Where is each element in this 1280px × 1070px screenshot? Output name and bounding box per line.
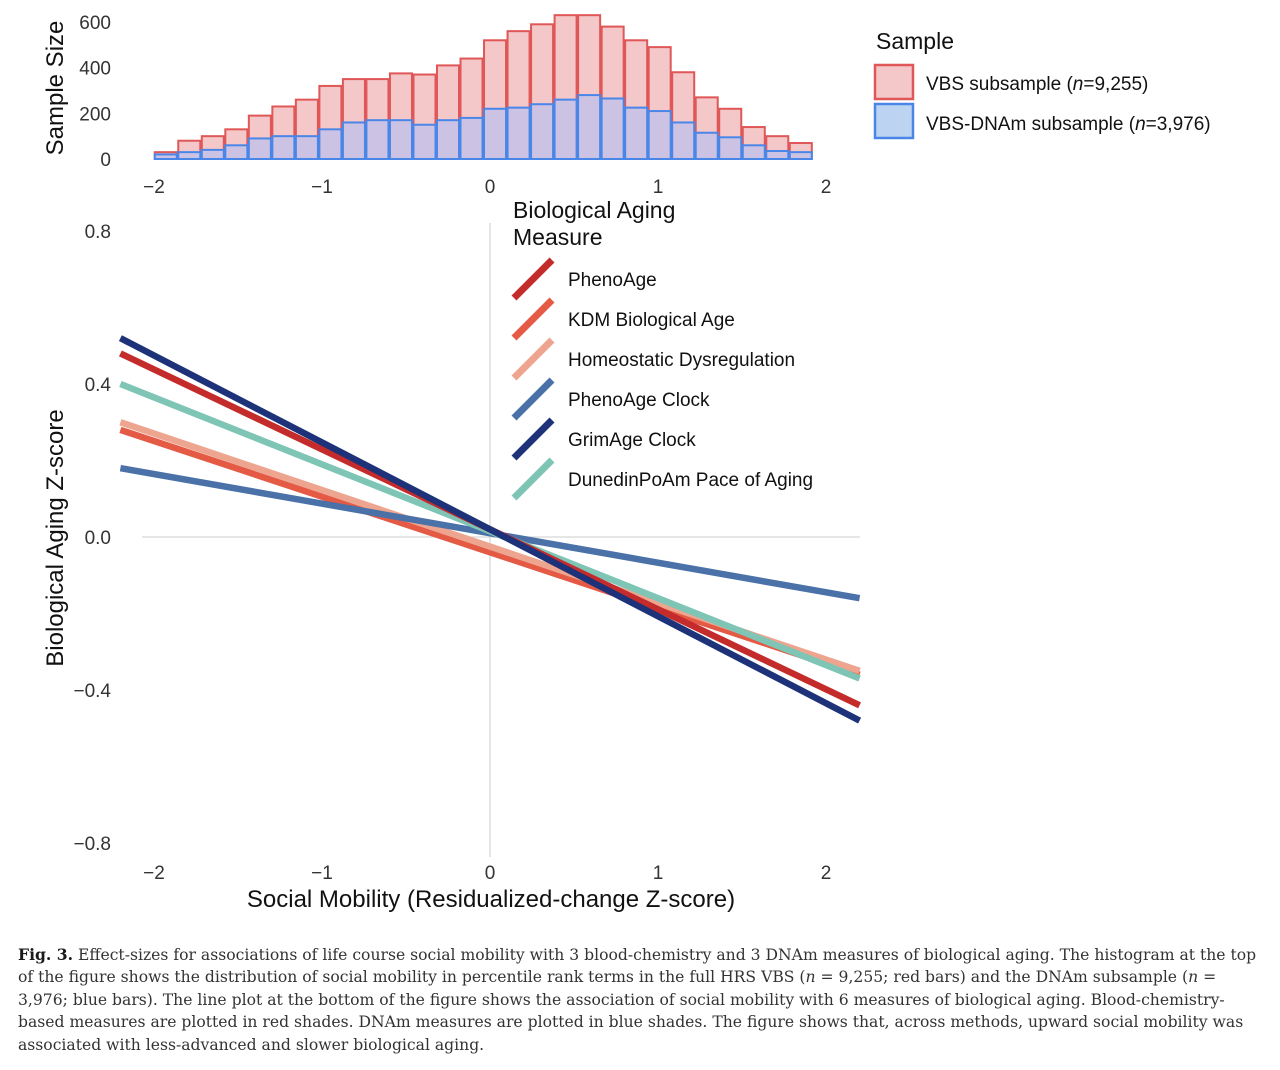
hist-bar-dnam	[153, 153, 178, 160]
line-plot-panel: 0.8 0.4 0.0 −0.4 −0.8 −2 −1 0 1 2 Social Mobilit…	[42, 222, 862, 913]
line-y-tick-label: 0.8	[85, 222, 111, 243]
legend-key-grimage-clock	[511, 417, 555, 461]
line-x-tick-label: 1	[653, 863, 664, 884]
hist-bar-dnam	[294, 135, 319, 160]
legend-label-kdm-biological-age: KDM Biological Age	[568, 310, 735, 331]
legend-label-phenoage: PhenoAge	[568, 270, 657, 291]
series-line-kdm-biological-age	[119, 426, 861, 678]
line-plot-x-ticks: −2 −1 0 1 2	[143, 863, 831, 884]
hist-bar-dnam	[318, 128, 343, 161]
hist-bar-dnam	[459, 116, 484, 161]
legend-label-vbs: VBS subsample (n=9,255)	[926, 74, 1148, 95]
histogram-x-tick-label: −2	[143, 177, 165, 198]
hist-bar-dnam	[624, 106, 649, 160]
caption-text-1: Effect-sizes for associations of life co…	[18, 946, 1257, 987]
line-x-tick-label: −1	[311, 863, 333, 884]
hist-bar-dnam	[388, 119, 413, 161]
caption-text-3: = 3,976; blue bars). The line plot at th…	[18, 968, 1244, 1054]
hist-bar-dnam	[271, 135, 296, 160]
line-plot-gridlines	[142, 223, 860, 857]
hist-bar-dnam	[365, 119, 390, 161]
hist-bar-dnam	[577, 94, 602, 160]
figure: 0 200 400 600 −2 −1 0 1 2 Sample Size Sample VB…	[42, 13, 1211, 913]
line-legend-items: PhenoAge KDM Biological Age Homeostatic Dy…	[511, 257, 813, 501]
line-x-tick-label: −2	[143, 863, 165, 884]
hist-bar-dnam	[553, 98, 578, 160]
legend-label-homeostatic-dysregulation: Homeostatic Dysregulation	[568, 350, 795, 371]
hist-bar-dnam	[694, 131, 719, 160]
line-plot-y-axis-title: Biological Aging Z-score	[42, 409, 69, 666]
histogram-x-tick-label: 1	[653, 177, 664, 198]
line-plot-x-axis-title: Social Mobility (Residualized-change Z-s…	[247, 886, 735, 913]
histogram-y-tick-label: 200	[79, 104, 111, 125]
line-legend-title-line-2: Measure	[513, 224, 602, 250]
legend-key-dunedinpoam-pace-of-aging	[511, 457, 555, 501]
hist-bar-dnam	[530, 103, 555, 160]
series-line-grimage-clock	[118, 335, 862, 724]
caption-n-2: n	[1188, 968, 1199, 987]
legend-label-dunedinpoam-pace-of-aging: DunedinPoAm Pace of Aging	[568, 470, 813, 491]
line-x-tick-label: 2	[821, 863, 832, 884]
line-x-tick-label: 0	[485, 863, 496, 884]
hist-bar-dnam	[647, 110, 672, 160]
hist-bar-dnam	[741, 144, 766, 161]
line-plot-y-ticks: 0.8 0.4 0.0 −0.4 −0.8	[73, 222, 111, 855]
hist-bar-dnam	[765, 150, 790, 160]
hist-bar-dnam	[718, 136, 743, 160]
histogram-y-ticks: 0 200 400 600	[79, 13, 111, 171]
line-y-tick-label: 0.0	[85, 528, 111, 549]
histogram-bars-dnam	[153, 94, 813, 161]
histogram-x-ticks: −2 −1 0 1 2	[143, 177, 831, 198]
legend-label-grimage-clock: GrimAge Clock	[568, 430, 696, 451]
histogram-x-tick-label: −1	[311, 177, 333, 198]
figure-label: Fig. 3.	[18, 945, 74, 964]
hist-bar-dnam	[435, 119, 461, 161]
histogram-legend-title: Sample	[876, 28, 954, 54]
line-y-tick-label: −0.8	[73, 834, 111, 855]
legend-swatch-vbs	[873, 63, 915, 101]
line-plot-legend: Biological Aging Measure PhenoAge KDM Bio…	[511, 197, 813, 501]
line-plot-series	[118, 335, 862, 724]
legend-label-dnam: VBS-DNAm subsample (n=3,976)	[926, 114, 1211, 135]
legend-key-phenoage-clock	[511, 377, 555, 421]
caption-text-2: = 9,255; red bars) and the DNAm subsampl…	[815, 968, 1189, 987]
histogram-y-axis-title: Sample Size	[42, 21, 69, 156]
hist-bar-dnam	[506, 106, 531, 160]
histogram-y-tick-label: 400	[79, 59, 111, 80]
hist-bar-dnam	[200, 148, 225, 160]
hist-bar-dnam	[600, 97, 625, 160]
histogram-x-tick-label: 0	[485, 177, 496, 198]
hist-bar-dnam	[224, 144, 249, 161]
legend-label-phenoage-clock: PhenoAge Clock	[568, 390, 710, 411]
histogram-legend: Sample VBS subsample (n=9,255) VBS-DNAm …	[873, 28, 1211, 140]
figure-caption: Fig. 3. Effect-sizes for associations of…	[18, 944, 1262, 1056]
hist-bar-dnam	[671, 121, 696, 160]
histogram-panel: 0 200 400 600 −2 −1 0 1 2 Sample Size	[42, 13, 831, 198]
histogram-y-tick-label: 0	[100, 150, 111, 171]
legend-key-kdm-biological-age	[511, 297, 555, 341]
caption-n-1: n	[805, 968, 816, 987]
line-legend-title-line-1: Biological Aging	[513, 197, 675, 223]
legend-swatch-dnam	[873, 102, 915, 140]
legend-key-homeostatic-dysregulation	[511, 337, 555, 381]
line-y-tick-label: −0.4	[73, 681, 111, 702]
hist-bar-dnam	[412, 123, 437, 160]
histogram-y-tick-label: 600	[79, 13, 111, 34]
hist-bar-dnam	[341, 121, 366, 160]
hist-bar-dnam	[247, 137, 272, 160]
histogram-x-tick-label: 2	[821, 177, 832, 198]
legend-key-phenoage	[511, 257, 555, 301]
hist-bar-dnam	[483, 107, 508, 160]
hist-bar-dnam	[788, 151, 813, 160]
hist-bar-dnam	[177, 151, 202, 160]
line-y-tick-label: 0.4	[85, 375, 112, 396]
